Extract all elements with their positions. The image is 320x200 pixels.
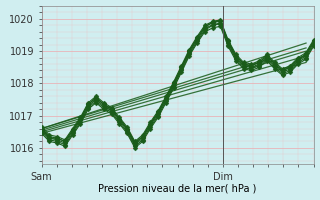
X-axis label: Pression niveau de la mer( hPa ): Pression niveau de la mer( hPa ) bbox=[99, 183, 257, 193]
